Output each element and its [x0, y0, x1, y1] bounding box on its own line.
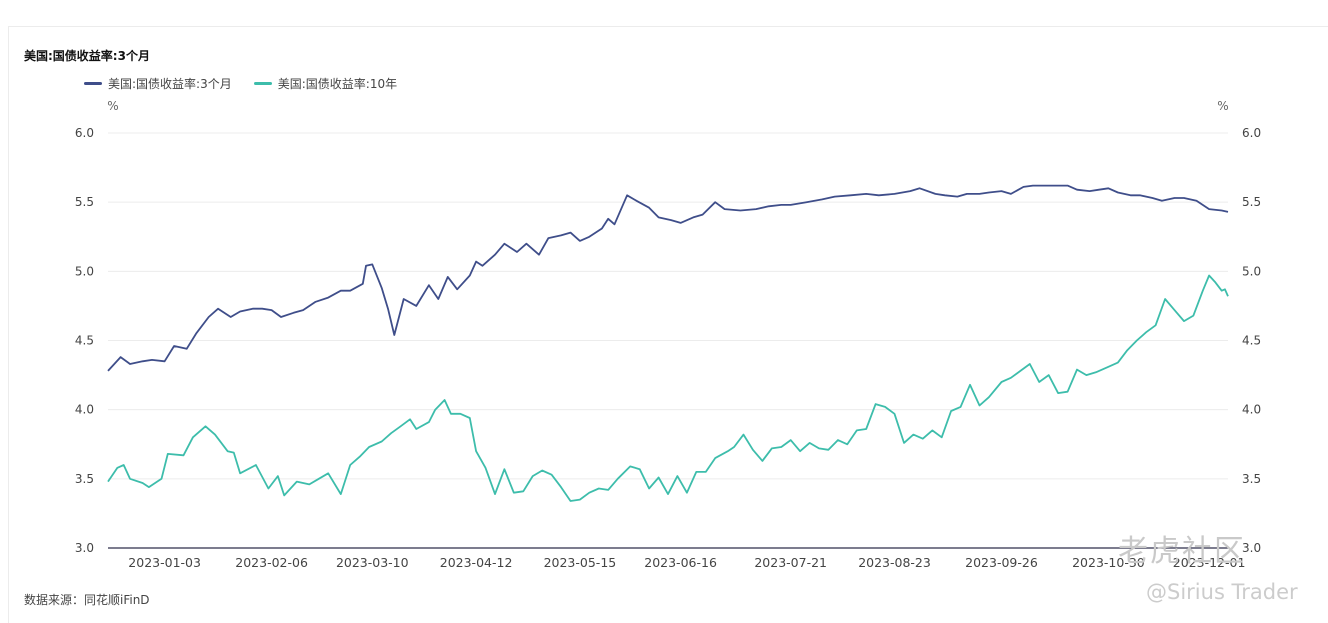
- y-tick-label-right: 6.0: [1242, 126, 1261, 140]
- watermark-author: @Sirius Trader: [1146, 580, 1298, 604]
- series-line-10y: [107, 274, 1229, 502]
- y-tick-label-right: 5.5: [1242, 195, 1261, 209]
- panel-top-border: [8, 26, 1328, 27]
- x-tick-label: 2023-06-16: [644, 555, 717, 570]
- y-tick-label-left: 5.5: [75, 195, 94, 209]
- x-tick-label: 2023-03-10: [336, 555, 409, 570]
- y-tick-label-left: 4.0: [75, 403, 94, 417]
- y-tick-label-left: 3.5: [75, 472, 94, 486]
- series-line-3m: [107, 184, 1229, 372]
- y-tick-label-left: 3.0: [75, 541, 94, 555]
- y-tick-label-right: 4.5: [1242, 334, 1261, 348]
- y-tick-label-left: 5.0: [75, 264, 94, 278]
- y-unit-right: %: [1217, 99, 1228, 113]
- x-tick-label: 2023-07-21: [754, 555, 827, 570]
- y-tick-label-right: 5.0: [1242, 264, 1261, 278]
- x-tick-label: 2023-10-30: [1072, 555, 1145, 570]
- legend-label-3m: 美国:国债收益率:3个月: [108, 77, 232, 91]
- x-tick-label: 2023-04-12: [440, 555, 513, 570]
- legend-item-10y[interactable]: 美国:国债收益率:10年: [253, 75, 398, 92]
- x-tick-label: 2023-12-01: [1173, 555, 1246, 570]
- legend-label-10y: 美国:国债收益率:10年: [277, 77, 398, 91]
- legend-swatch-10y: [253, 82, 272, 85]
- x-tick-label: 2023-01-03: [128, 555, 201, 570]
- legend-swatch-3m: [84, 82, 102, 85]
- chart-title: 美国:国债收益率:3个月: [24, 49, 150, 63]
- y-tick-label-right: 3.5: [1242, 472, 1261, 486]
- y-tick-label-left: 6.0: [75, 126, 94, 140]
- y-tick-label-right: 4.0: [1242, 403, 1261, 417]
- x-tick-label: 2023-02-06: [235, 555, 308, 570]
- y-tick-label-left: 4.5: [75, 334, 94, 348]
- panel-left-border: [8, 26, 9, 623]
- x-tick-label: 2023-05-15: [544, 555, 617, 570]
- x-tick-label: 2023-09-26: [965, 555, 1038, 570]
- y-unit-left: %: [107, 99, 118, 113]
- legend: 美国:国债收益率:3个月 美国:国债收益率:10年: [84, 75, 397, 92]
- data-source: 数据来源：同花顺iFinD: [24, 593, 150, 607]
- x-tick-label: 2023-08-23: [858, 555, 931, 570]
- legend-item-3m[interactable]: 美国:国债收益率:3个月: [84, 75, 232, 92]
- watermark-site: 老虎社区: [1118, 534, 1246, 569]
- y-tick-label-right: 3.0: [1242, 541, 1261, 555]
